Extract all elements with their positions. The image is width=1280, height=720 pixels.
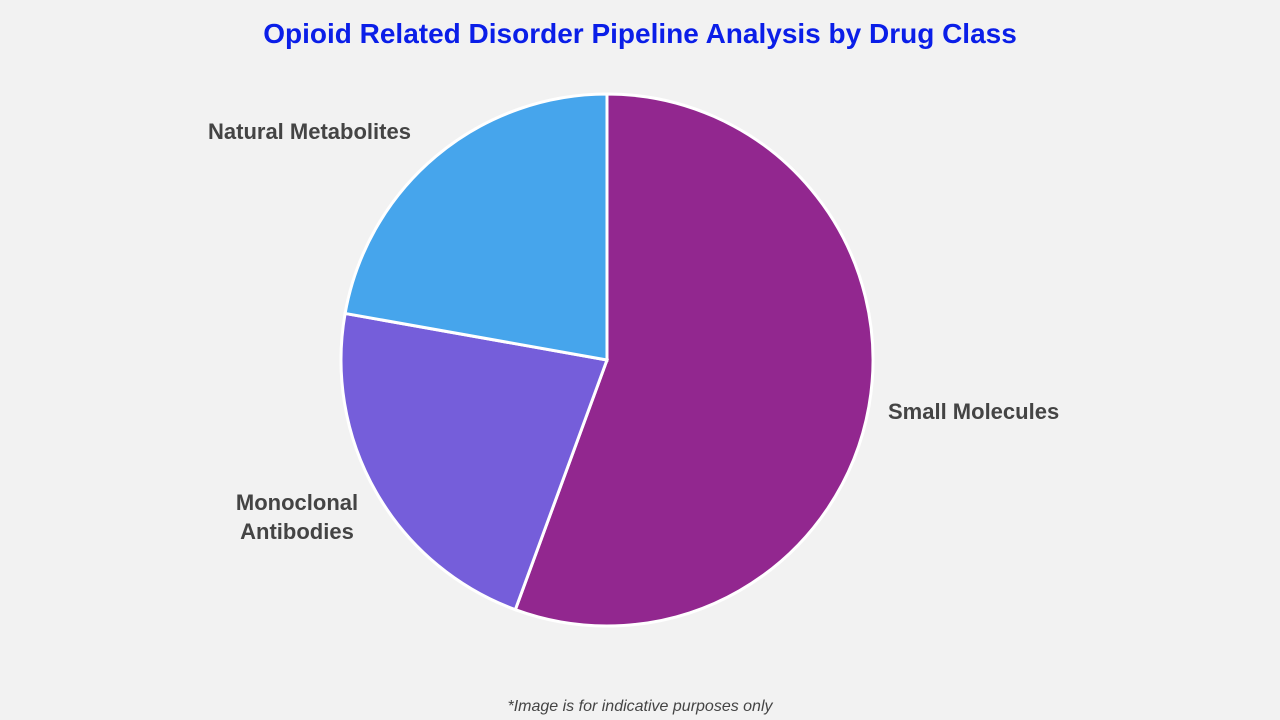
- chart-title: Opioid Related Disorder Pipeline Analysi…: [263, 18, 1017, 49]
- label-monoclonal-antibodies: Monoclonal Antibodies: [235, 490, 359, 544]
- footnote: *Image is for indicative purposes only: [507, 698, 773, 715]
- label-small-molecules: Small Molecules: [888, 399, 1060, 424]
- pie-slice-small-molecules: [513, 92, 875, 628]
- label-natural-metabolites: Natural Metabolites: [208, 119, 411, 144]
- pie-slice-natural-metabolites: [343, 92, 609, 362]
- pie-slice-monoclonal-antibodies: [339, 311, 610, 612]
